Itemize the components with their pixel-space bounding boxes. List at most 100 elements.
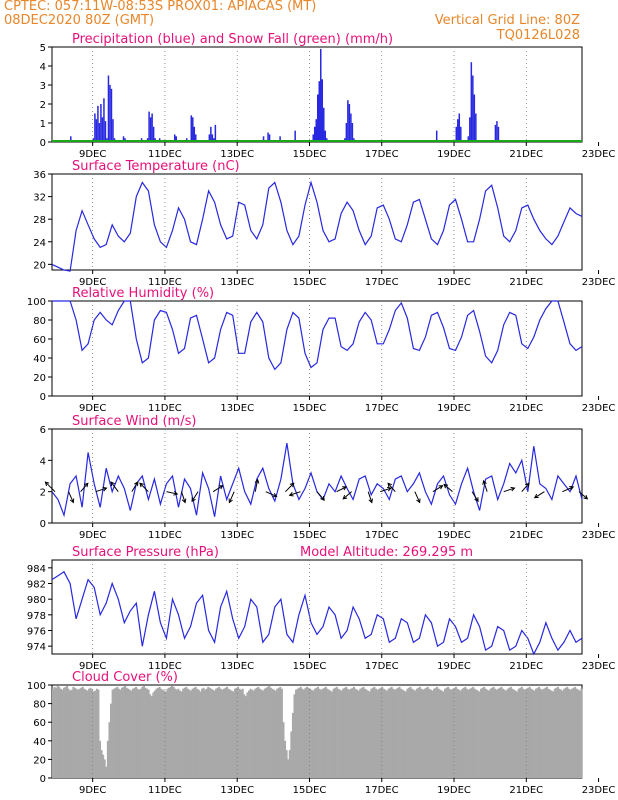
cloud-bar [513, 689, 515, 778]
cloud-bar [81, 686, 84, 778]
wind-vector [254, 478, 260, 492]
y-tick-label: 3 [40, 81, 46, 92]
x-tick-label: 23DEC [582, 403, 616, 414]
cloud-bar [177, 688, 180, 778]
cloud-bar [398, 686, 401, 778]
cloud-bar [197, 689, 200, 778]
cloud-bar [180, 691, 183, 778]
x-tick-label: 13DEC [220, 149, 254, 160]
cloud-bar [480, 688, 483, 778]
cloud-bar [516, 691, 519, 778]
cloud-bar [447, 686, 450, 778]
y-tick-label: 1 [40, 119, 46, 130]
cloud-bar [139, 688, 142, 778]
y-tick-label: 24 [33, 238, 46, 249]
cloud-bar [324, 686, 327, 778]
cloud-bar [373, 686, 376, 778]
cloud-bar [136, 688, 139, 778]
wind-vector [285, 482, 295, 493]
precip-bar [192, 117, 194, 142]
cloud-bar [307, 687, 310, 778]
wind-vector-shaft [367, 491, 373, 503]
cloud-bar [279, 686, 282, 778]
cloud-bar [505, 690, 508, 778]
cloud-bar [248, 690, 250, 778]
cloud-bar [437, 688, 440, 778]
cloud-bar [392, 688, 395, 778]
cloud-bar [291, 712, 294, 778]
y-tick-label: 36 [33, 170, 46, 181]
cloud-bar [465, 688, 468, 778]
x-tick-label: 15DEC [293, 403, 327, 414]
precip-bar [210, 126, 212, 142]
cloud-bar [120, 687, 123, 778]
precip-bar [473, 94, 476, 142]
x-tick-label: 21DEC [509, 403, 543, 414]
wind-vector-shaft [316, 491, 325, 501]
y-tick-label: 80 [33, 316, 46, 327]
cloud-bar [191, 688, 194, 778]
panel-title: Precipitation (blue) and Snow Fall (gree… [72, 32, 393, 47]
x-tick-label: 15DEC [293, 661, 327, 672]
cloud-bar [353, 686, 356, 778]
cloud-bar [61, 689, 64, 778]
cloud-bar [282, 722, 285, 778]
wind-vector [80, 482, 89, 492]
precip-bar [497, 126, 500, 142]
wind-vector-head [191, 497, 196, 503]
cloud-bar [230, 690, 233, 778]
precip-bar [100, 104, 102, 142]
cloud-bar [569, 689, 572, 778]
x-tick-label: 17DEC [365, 149, 399, 160]
precip-bar [97, 105, 99, 142]
cloud-bar [298, 687, 301, 778]
wind-vector-head [134, 481, 139, 487]
cloud-bar [215, 688, 218, 778]
wind-vector-shaft [414, 491, 421, 503]
wind-vector [212, 485, 224, 493]
y-tick-label: 974 [27, 642, 46, 653]
x-tick-label: 23DEC [582, 530, 616, 541]
cloud-bar [444, 688, 446, 778]
cloud-bar [160, 688, 163, 778]
cloud-bar [442, 691, 445, 778]
cloud-bar [56, 685, 59, 778]
precip-bar [107, 75, 110, 142]
precip-bar [469, 117, 471, 142]
x-tick-label: 23DEC [582, 785, 616, 796]
precip-bar [460, 126, 462, 142]
cloud-bar [72, 686, 75, 778]
cloud-bar [491, 687, 494, 778]
cloud-bar [153, 690, 156, 778]
cloud-bar [390, 686, 393, 778]
precip-bar [458, 113, 461, 142]
wind-vector-shaft [443, 484, 453, 493]
wind-vector-shaft [95, 487, 107, 493]
cloud-bar [527, 687, 530, 778]
cloud-bar [313, 688, 316, 778]
wind-vector [562, 486, 575, 493]
y-tick-label: 4 [40, 62, 46, 73]
cloud-bar [334, 687, 337, 778]
wind-vector-head [342, 486, 348, 491]
cloud-bar [108, 722, 111, 778]
cloud-bar [462, 687, 465, 778]
cloud-bar [277, 687, 280, 778]
cloud-bar [182, 688, 185, 778]
cloud-bar [276, 688, 279, 778]
wind-vector [181, 491, 187, 504]
x-tick-label: 9DEC [79, 149, 106, 160]
precip-bar [95, 119, 98, 142]
precip-bar [294, 130, 296, 142]
wind-vector-head [368, 498, 373, 504]
y-tick-label: 6 [40, 425, 46, 436]
cloud-bar [343, 687, 346, 778]
cloud-bar [207, 686, 210, 778]
cloud-bar [396, 687, 399, 778]
wind-vector-shaft [534, 491, 545, 499]
x-tick-label: 19DEC [437, 785, 471, 796]
cloud-bar [520, 686, 523, 778]
cloud-bar [202, 687, 205, 778]
wind-vector-shaft [110, 481, 119, 492]
cloud-bar [274, 690, 277, 778]
